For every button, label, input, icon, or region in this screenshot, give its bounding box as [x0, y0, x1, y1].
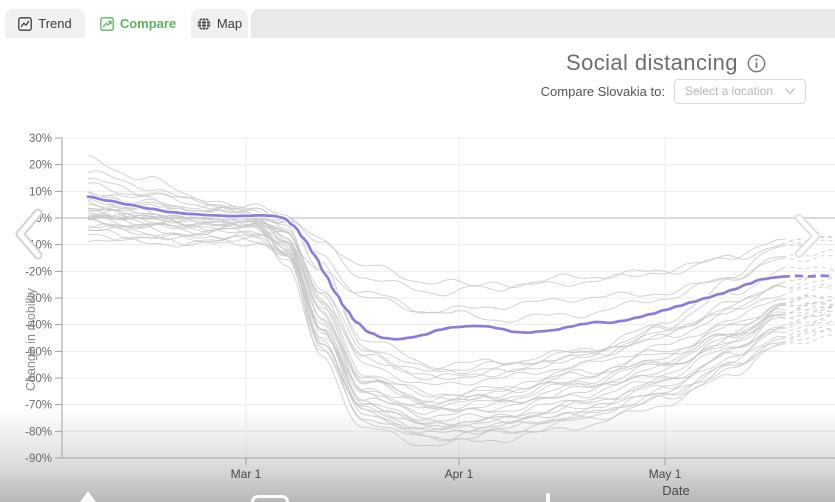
background-series-line [87, 182, 783, 297]
background-series-dash [781, 294, 834, 305]
background-series-line [87, 217, 782, 400]
x-axis-title: Date [662, 483, 689, 498]
background-series-line [87, 198, 782, 314]
info-icon[interactable] [747, 54, 766, 73]
background-series-dash [781, 330, 834, 339]
background-series-dash [781, 334, 834, 345]
y-tick-label: 20% [29, 160, 52, 172]
background-series-dash [781, 304, 834, 315]
next-location-arrow[interactable] [792, 213, 824, 259]
tab-trend[interactable]: Trend [5, 9, 85, 38]
bottom-cutoff-icon-frame [251, 495, 289, 502]
tab-compare-label: Compare [119, 16, 177, 31]
prev-location-arrow[interactable] [11, 206, 47, 262]
globe-icon [197, 16, 211, 31]
background-series-line [87, 214, 782, 426]
background-series-line [87, 229, 782, 410]
background-series-dash [781, 305, 834, 314]
y-tick-label: 30% [29, 133, 52, 145]
page-title: Social distancing [566, 50, 738, 75]
location-select[interactable]: Select a location [673, 79, 806, 104]
bottom-fade-overlay [0, 408, 835, 502]
background-series-dash [781, 273, 834, 284]
background-series-line [87, 190, 782, 407]
tabbar-background [251, 9, 835, 38]
background-series-dash [781, 295, 834, 304]
y-tick-label: -40% [25, 320, 52, 332]
background-series-dash [781, 315, 834, 333]
y-tick-label: -60% [25, 373, 52, 385]
background-series-dash [781, 319, 834, 327]
background-series-line [87, 223, 782, 413]
y-axis-title: Change in mobility [24, 288, 38, 392]
background-series-line [87, 224, 783, 381]
compare-to-label: Compare Slovakia to: [540, 84, 665, 99]
background-series-dash [781, 249, 834, 258]
background-series-line [87, 170, 783, 381]
background-series-dash [781, 310, 834, 329]
tab-bar: Trend Compare Map [5, 9, 248, 38]
y-tick-label: 10% [29, 186, 52, 198]
bottom-cutoff-icon-bar [546, 493, 550, 502]
bottom-cutoff-icon-arrow [80, 491, 96, 502]
background-series-dash [781, 277, 834, 290]
x-tick-label: May 1 [649, 467, 682, 481]
slovakia-series-line [86, 195, 784, 341]
chevron-down-icon [785, 87, 795, 94]
y-tick-label: -90% [25, 453, 52, 465]
background-series-line [87, 177, 783, 373]
location-select-placeholder: Select a location [684, 84, 773, 98]
background-series-dash [781, 255, 834, 263]
background-series-dash [781, 322, 834, 338]
slovakia-series-dash [781, 274, 834, 279]
background-series-line [87, 155, 783, 370]
chart-header: Social distancing [566, 50, 766, 76]
tab-trend-label: Trend [38, 16, 72, 31]
background-series-dash [781, 286, 834, 300]
background-series-dash [781, 301, 834, 307]
background-series-dash [781, 328, 834, 344]
background-series-dash [781, 274, 834, 289]
tab-compare[interactable]: Compare [89, 9, 187, 38]
background-series-dash [781, 305, 834, 320]
y-tick-label: -70% [25, 400, 52, 412]
y-tick-label: -50% [25, 346, 52, 358]
tab-map-label: Map [216, 16, 243, 31]
background-series-line [88, 209, 782, 323]
background-series-dash [781, 314, 834, 329]
compare-chart-icon [99, 16, 114, 31]
x-tick-label: Mar 1 [231, 467, 262, 481]
y-tick-label: -20% [25, 266, 52, 278]
background-series-dash [781, 283, 834, 297]
compare-controls: Compare Slovakia to: Select a location [541, 79, 806, 104]
y-tick-label: -30% [25, 293, 52, 305]
tab-map[interactable]: Map [191, 9, 248, 38]
x-tick-label: Apr 1 [445, 467, 474, 481]
trend-chart-icon [18, 16, 33, 31]
background-series-dash [781, 266, 834, 271]
background-series-line [87, 212, 782, 406]
y-tick-label: -80% [25, 426, 52, 438]
background-series-dash [781, 310, 834, 319]
background-series-dash [781, 326, 834, 344]
